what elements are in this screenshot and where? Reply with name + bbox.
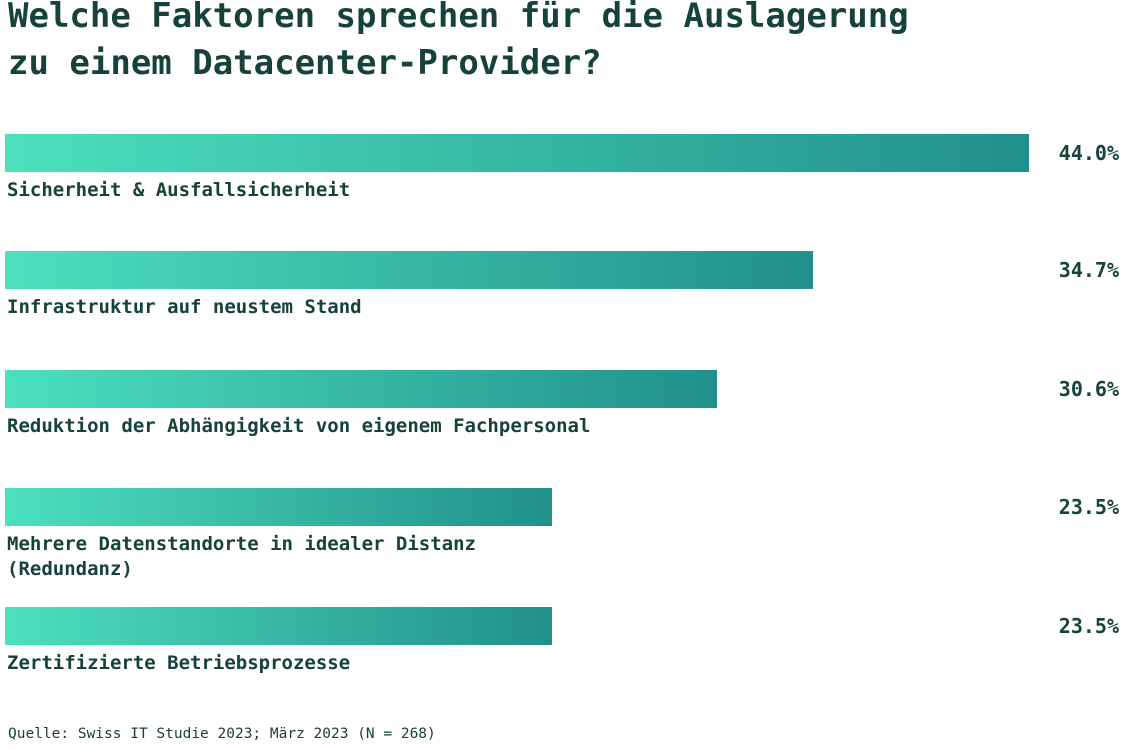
bar [5,134,1029,172]
bar-category-label: Sicherheit & Ausfallsicherheit [7,179,351,201]
bar-value-label: 44.0% [1058,141,1119,165]
bar-value-label: 30.6% [1058,377,1119,401]
bar-category-label: Reduktion der Abhängigkeit von eigenem F… [7,415,591,437]
bar-category-label: Infrastruktur auf neustem Stand [7,296,362,318]
chart-row: 44.0% Sicherheit & Ausfallsicherheit [5,134,1119,244]
chart-row: 30.6% Reduktion der Abhängigkeit von eig… [5,370,1119,480]
bar-value-label: 23.5% [1058,495,1119,519]
bar [5,370,717,408]
bar-category-label: Mehrere Datenstandorte in idealer Distan… [7,533,476,580]
bar-chart: 44.0% Sicherheit & Ausfallsicherheit 34.… [5,0,1119,749]
chart-row: 34.7% Infrastruktur auf neustem Stand [5,251,1119,361]
bar [5,607,552,645]
bar [5,488,552,526]
bar-category-label: Zertifizierte Betriebsprozesse [7,652,351,674]
page-title-line-2: zu einem Datacenter-Provider? [8,43,602,83]
chart-row: 23.5% Zertifizierte Betriebsprozesse [5,607,1119,717]
bar-value-label: 34.7% [1058,258,1119,282]
page-title: Welche Faktoren sprechen für die Auslage… [8,0,909,87]
bar-value-label: 23.5% [1058,614,1119,638]
source-note: Quelle: Swiss IT Studie 2023; März 2023 … [8,726,436,742]
chart-row: 23.5% Mehrere Datenstandorte in idealer … [5,488,1119,598]
page-title-line-1: Welche Faktoren sprechen für die Auslage… [8,0,909,36]
bar [5,251,813,289]
